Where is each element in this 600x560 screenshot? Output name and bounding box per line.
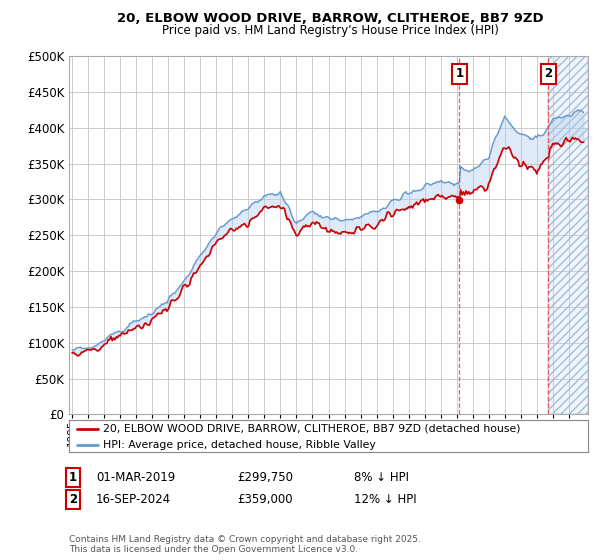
Text: Contains HM Land Registry data © Crown copyright and database right 2025.
This d: Contains HM Land Registry data © Crown c… bbox=[69, 535, 421, 554]
Bar bbox=[548, 56, 588, 414]
Text: 20, ELBOW WOOD DRIVE, BARROW, CLITHEROE, BB7 9ZD (detached house): 20, ELBOW WOOD DRIVE, BARROW, CLITHEROE,… bbox=[103, 424, 520, 434]
Point bbox=[455, 195, 464, 204]
Text: 1: 1 bbox=[69, 470, 77, 484]
Text: Price paid vs. HM Land Registry's House Price Index (HPI): Price paid vs. HM Land Registry's House … bbox=[161, 24, 499, 37]
Text: HPI: Average price, detached house, Ribble Valley: HPI: Average price, detached house, Ribb… bbox=[103, 440, 376, 450]
Text: 16-SEP-2024: 16-SEP-2024 bbox=[96, 493, 171, 506]
Text: 01-MAR-2019: 01-MAR-2019 bbox=[96, 470, 175, 484]
Text: £299,750: £299,750 bbox=[237, 470, 293, 484]
Text: 8% ↓ HPI: 8% ↓ HPI bbox=[354, 470, 409, 484]
Text: 2: 2 bbox=[69, 493, 77, 506]
Text: £359,000: £359,000 bbox=[237, 493, 293, 506]
Bar bbox=[548, 56, 588, 414]
Text: 1: 1 bbox=[455, 67, 463, 81]
Text: 2: 2 bbox=[544, 67, 552, 81]
Text: 20, ELBOW WOOD DRIVE, BARROW, CLITHEROE, BB7 9ZD: 20, ELBOW WOOD DRIVE, BARROW, CLITHEROE,… bbox=[116, 12, 544, 25]
Text: 12% ↓ HPI: 12% ↓ HPI bbox=[354, 493, 416, 506]
